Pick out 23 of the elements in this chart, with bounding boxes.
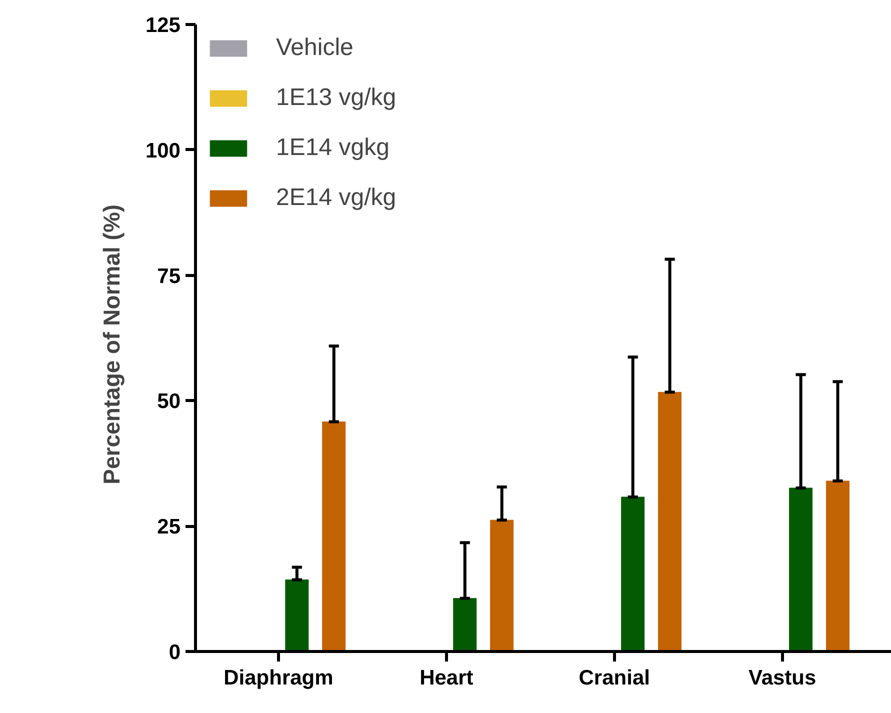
bar xyxy=(490,520,514,652)
y-tick-label: 0 xyxy=(168,641,181,664)
x-tick-label: Heart xyxy=(420,666,474,690)
bar xyxy=(621,496,645,652)
bar xyxy=(789,488,813,652)
x-tick-label: Diaphragm xyxy=(224,666,334,690)
bar xyxy=(453,598,477,652)
bar xyxy=(322,422,346,652)
x-tick-label: Cranial xyxy=(578,666,650,690)
y-tick-label: 100 xyxy=(145,139,181,162)
y-tick-label: 75 xyxy=(157,264,181,288)
legend-label: 2E14 vg/kg xyxy=(276,184,396,212)
legend-label: 1E13 vg/kg xyxy=(276,84,396,112)
legend-label: Vehicle xyxy=(276,34,354,62)
y-tick-label: 50 xyxy=(157,390,180,414)
y-axis-title: Percentage of Normal (%) xyxy=(98,204,124,484)
legend-label: 1E14 vgkg xyxy=(276,134,390,162)
y-tick-label: 125 xyxy=(145,14,181,37)
bar xyxy=(658,392,682,652)
y-tick-label: 25 xyxy=(157,516,181,539)
bar xyxy=(826,480,850,652)
x-tick-label: Vastus xyxy=(748,666,816,690)
bar xyxy=(285,580,309,652)
